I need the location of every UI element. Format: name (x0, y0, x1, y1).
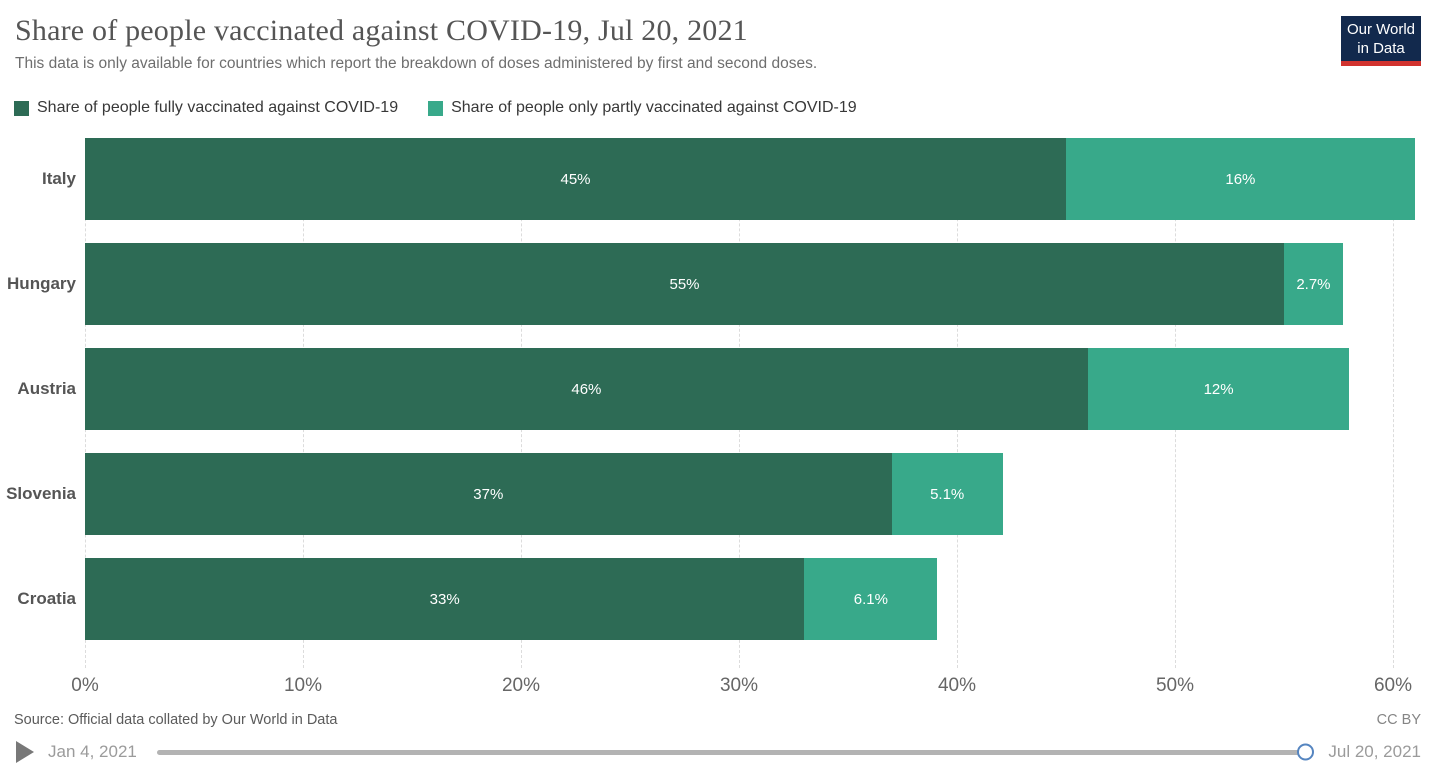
legend-swatch (428, 100, 444, 116)
timeline-control: Jan 4, 2021 Jul 20, 2021 (16, 737, 1421, 767)
gridline (1393, 138, 1394, 668)
stacked-bar: 33% 6.1% (85, 558, 938, 640)
country-label: Slovenia (6, 484, 76, 503)
country-label: Italy (41, 169, 76, 188)
legend-swatch (14, 100, 29, 116)
legend-label: Share of people only partly vaccinated a… (451, 99, 857, 116)
bar-segment-partly-vaccinated[interactable]: 16% (1066, 138, 1415, 220)
bar-value-label: 45% (560, 170, 591, 188)
stacked-bar: 45% 16% (85, 138, 1415, 220)
chart-row: Italy 45% 16% (0, 138, 1438, 220)
owid-logo-line2: in Data (1357, 40, 1405, 57)
bar-segment-fully-vaccinated[interactable]: 55% (85, 243, 1284, 325)
timeline-slider-track[interactable] (156, 743, 1315, 761)
license-link[interactable]: CC BY (1376, 712, 1421, 728)
chart-header: Share of people vaccinated against COVID… (15, 14, 1323, 73)
x-axis-tick-label: 20% (501, 675, 541, 696)
stacked-bar: 55% 2.7% (85, 243, 1343, 325)
bar-segment-fully-vaccinated[interactable]: 45% (85, 138, 1066, 220)
legend-item[interactable]: Share of people only partly vaccinated a… (428, 99, 857, 117)
timeline-slider-handle[interactable] (1297, 743, 1315, 761)
chart-rows: Italy 45% 16% Hungary 55% 2.7% Austria 46% 12% Sl… (0, 138, 1438, 640)
owid-logo[interactable]: Our World in Data (1341, 16, 1421, 66)
chart-row: Austria 46% 12% (0, 348, 1438, 430)
bar-value-label: 5.1% (930, 485, 965, 503)
bar-value-label: 16% (1225, 170, 1256, 188)
plot-area: Italy 45% 16% Hungary 55% 2.7% Austria 46% 12% Sl… (0, 138, 1438, 703)
x-axis-tick-label: 0% (71, 675, 99, 696)
stacked-bar: 37% 5.1% (85, 453, 1003, 535)
timeline-end-date: Jul 20, 2021 (1328, 742, 1421, 761)
bar-segment-partly-vaccinated[interactable]: 6.1% (804, 558, 938, 640)
x-axis-tick-label: 40% (937, 675, 977, 696)
x-axis-tick-label: 50% (1155, 675, 1195, 696)
bar-value-label: 37% (473, 485, 504, 503)
legend-label: Share of people fully vaccinated against… (37, 99, 399, 116)
owid-logo-line1: Our World (1346, 21, 1416, 38)
x-axis-tick-label: 60% (1373, 675, 1413, 696)
legend-item[interactable]: Share of people fully vaccinated against… (14, 99, 398, 117)
bar-value-label: 46% (571, 380, 602, 398)
chart-row: Croatia 33% 6.1% (0, 558, 1438, 640)
bar-segment-fully-vaccinated[interactable]: 33% (85, 558, 805, 640)
bar-segment-partly-vaccinated[interactable]: 12% (1087, 348, 1350, 430)
x-axis: 0% 10% 20% 30% 40% 50% 60% (71, 675, 1425, 701)
bar-value-label: 6.1% (853, 590, 888, 608)
chart-row: Hungary 55% 2.7% (0, 243, 1438, 325)
chart-row: Slovenia 37% 5.1% (0, 453, 1438, 535)
country-label: Croatia (17, 589, 76, 608)
source-note: Source: Official data collated by Our Wo… (14, 712, 338, 728)
bar-value-label: 55% (669, 275, 700, 293)
bar-value-label: 33% (429, 590, 460, 608)
x-axis-tick-label: 30% (719, 675, 759, 696)
play-icon[interactable] (16, 741, 34, 763)
timeline-start-date: Jan 4, 2021 (48, 742, 137, 761)
chart-title: Share of people vaccinated against COVID… (15, 14, 748, 47)
bar-value-label: 12% (1203, 380, 1234, 398)
bar-segment-fully-vaccinated[interactable]: 37% (85, 453, 892, 535)
chart-subtitle: This data is only available for countrie… (15, 55, 818, 72)
bar-segment-partly-vaccinated[interactable]: 2.7% (1284, 243, 1343, 325)
bar-segment-fully-vaccinated[interactable]: 46% (85, 348, 1088, 430)
country-label: Hungary (7, 274, 76, 293)
bar-value-label: 2.7% (1296, 275, 1331, 293)
chart-legend: Share of people fully vaccinated against… (14, 99, 887, 117)
stacked-bar: 46% 12% (85, 348, 1350, 430)
country-label: Austria (17, 379, 76, 398)
x-axis-tick-label: 10% (283, 675, 323, 696)
bar-segment-partly-vaccinated[interactable]: 5.1% (891, 453, 1003, 535)
